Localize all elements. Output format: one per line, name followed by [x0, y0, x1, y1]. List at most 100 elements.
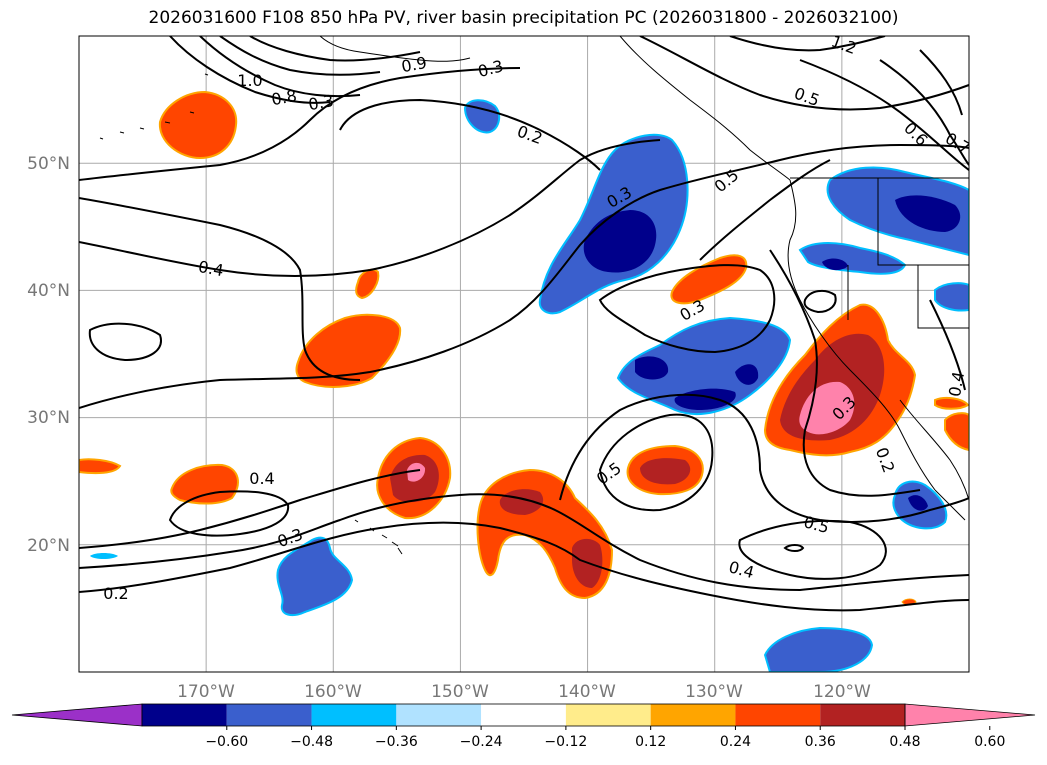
pv-contour-0.3-loop-ne [803, 289, 837, 314]
neg-anomaly-gulf-core [583, 210, 657, 273]
colorbar-extend-min [11, 703, 143, 727]
colorbar-tick-label: −0.60 [205, 734, 248, 750]
neg-anomaly-pnw-core [895, 195, 961, 232]
precip-pc-shading [79, 90, 969, 672]
pv-label: 0.2 [103, 584, 128, 603]
pv-contour-0.4-loop-se [783, 544, 805, 552]
longitude-labels: 170°W 160°W 150°W 140°W 130°W 120°W [177, 682, 871, 702]
map-frame [78, 35, 970, 673]
pv-contour-0.4-loop-w [168, 490, 290, 537]
lon-label: 170°W [177, 682, 235, 702]
pos-anomaly-west-edge [79, 458, 122, 475]
latitude-labels: 50°N 40°N 30°N 20°N [27, 154, 70, 556]
neg-anomaly-tiny-w [90, 553, 118, 559]
colorbar-segment [650, 704, 736, 726]
pv-label: 0.4 [197, 257, 225, 280]
colorbar-tick-label: 0.60 [974, 734, 1005, 750]
pv-contour-0.5-north [219, 36, 381, 76]
border-states-1 [877, 178, 969, 266]
lat-label: 40°N [27, 281, 70, 301]
border-states-2 [917, 265, 969, 329]
colorbar-segment [142, 704, 227, 726]
colorbar-tick-label: 0.12 [635, 734, 666, 750]
pv-contour-0.2-north [339, 98, 601, 171]
pv-contour-0.2-south [79, 521, 969, 612]
pv-contour-0.7-ak [879, 59, 969, 166]
colorbar-tick-label: −0.48 [290, 734, 333, 750]
pos-anomaly-center-e-core [640, 458, 691, 485]
pv-contour-0.4-south [79, 469, 421, 549]
colorbar-segment [396, 704, 482, 726]
coastline-mainland-mx [899, 399, 969, 501]
colorbar-tick-label: 0.48 [889, 734, 920, 750]
pv-contour-1.0-north [169, 36, 331, 104]
coastlines [99, 36, 969, 555]
colorbar-tick-label: 0.24 [720, 734, 751, 750]
lon-label: 150°W [431, 682, 489, 702]
colorbar-segment [735, 704, 821, 726]
colorbar-frame [141, 703, 906, 727]
pv-contour-1.2-ak [729, 36, 886, 52]
pv-label: 0.3 [307, 91, 335, 114]
neg-anomaly-mid-core1 [635, 356, 669, 380]
pos-anomaly-nw-mid [295, 313, 402, 388]
neg-anomaly-hawaii [276, 536, 354, 617]
colorbar-tick-label: −0.24 [460, 734, 503, 750]
colorbar-segment [311, 704, 397, 726]
coastline-bc-wa [787, 179, 801, 301]
neg-anomaly-mid-core3 [735, 364, 759, 385]
neg-anomaly-small-n [463, 99, 501, 134]
colorbar-segment [481, 704, 566, 726]
pv-contour-0.5-loop [598, 413, 714, 512]
pv-label: 1.0 [237, 71, 262, 90]
colorbar: −0.60 −0.48 −0.36 −0.24 −0.12 0.12 0.24 0.36 0.4… [11, 703, 1036, 750]
pv-contour-0.5-east [699, 159, 831, 261]
neg-anomaly-nca-core [822, 258, 848, 271]
pv-contour-0.3-south [79, 493, 969, 592]
colorbar-segment [565, 704, 651, 726]
lat-label: 30°N [27, 408, 70, 428]
pv-contour-0.4-north-w [79, 197, 361, 381]
neg-anomaly-south [763, 626, 874, 672]
pos-anomaly-central-peak [407, 462, 426, 482]
colorbar-tick-label: 0.36 [805, 734, 836, 750]
pv-contour-0.4-mid [559, 393, 969, 523]
coastline-ca [799, 299, 936, 491]
pv-label: 0.8 [270, 86, 298, 109]
pos-anomaly-w-sub [170, 463, 239, 505]
lon-label: 130°W [685, 682, 743, 702]
lon-label: 160°W [304, 682, 362, 702]
pv-contour-0.4-far-e [929, 299, 966, 391]
colorbar-segment [820, 704, 905, 726]
pv-label: 0.9 [400, 53, 428, 76]
pv-contour-0.3-ne [598, 264, 776, 354]
pv-contour-0.3-mid-band [79, 143, 969, 409]
lat-label: 50°N [27, 154, 70, 174]
lon-label: 120°W [813, 682, 871, 702]
neg-anomaly-mexico-core [908, 495, 928, 511]
pv-contour-0.5-se [738, 519, 887, 580]
pv-contours [79, 36, 969, 612]
pv-label: 0.4 [249, 469, 274, 488]
colorbar-tick-label: −0.12 [544, 734, 587, 750]
pv-label: 0.4 [945, 370, 968, 398]
pos-anomaly-ca-east [944, 412, 969, 452]
colorbar-tick-label: −0.36 [375, 734, 418, 750]
pv-contour-0.6-ak [799, 59, 969, 171]
neg-anomaly-interior [934, 282, 969, 312]
lon-label: 140°W [558, 682, 616, 702]
lat-label: 20°N [27, 536, 70, 556]
pv-contour-0.3-north [79, 67, 521, 181]
colorbar-extend-max [904, 703, 1036, 727]
pos-anomaly-aleutian [158, 90, 238, 160]
pv-contour-0.8-ak [919, 49, 963, 116]
neg-anomaly-pnw [826, 166, 969, 257]
aleutian-islands [99, 73, 209, 140]
neg-anomaly-mid [616, 316, 792, 416]
pv-contour-0.4-mid-band [79, 139, 661, 277]
colorbar-segment [226, 704, 312, 726]
coastline-alaska-panhandle [619, 36, 791, 181]
pv-contour-0.3-eastcoast [769, 249, 921, 497]
pv-contour-0.8-north [199, 36, 361, 98]
